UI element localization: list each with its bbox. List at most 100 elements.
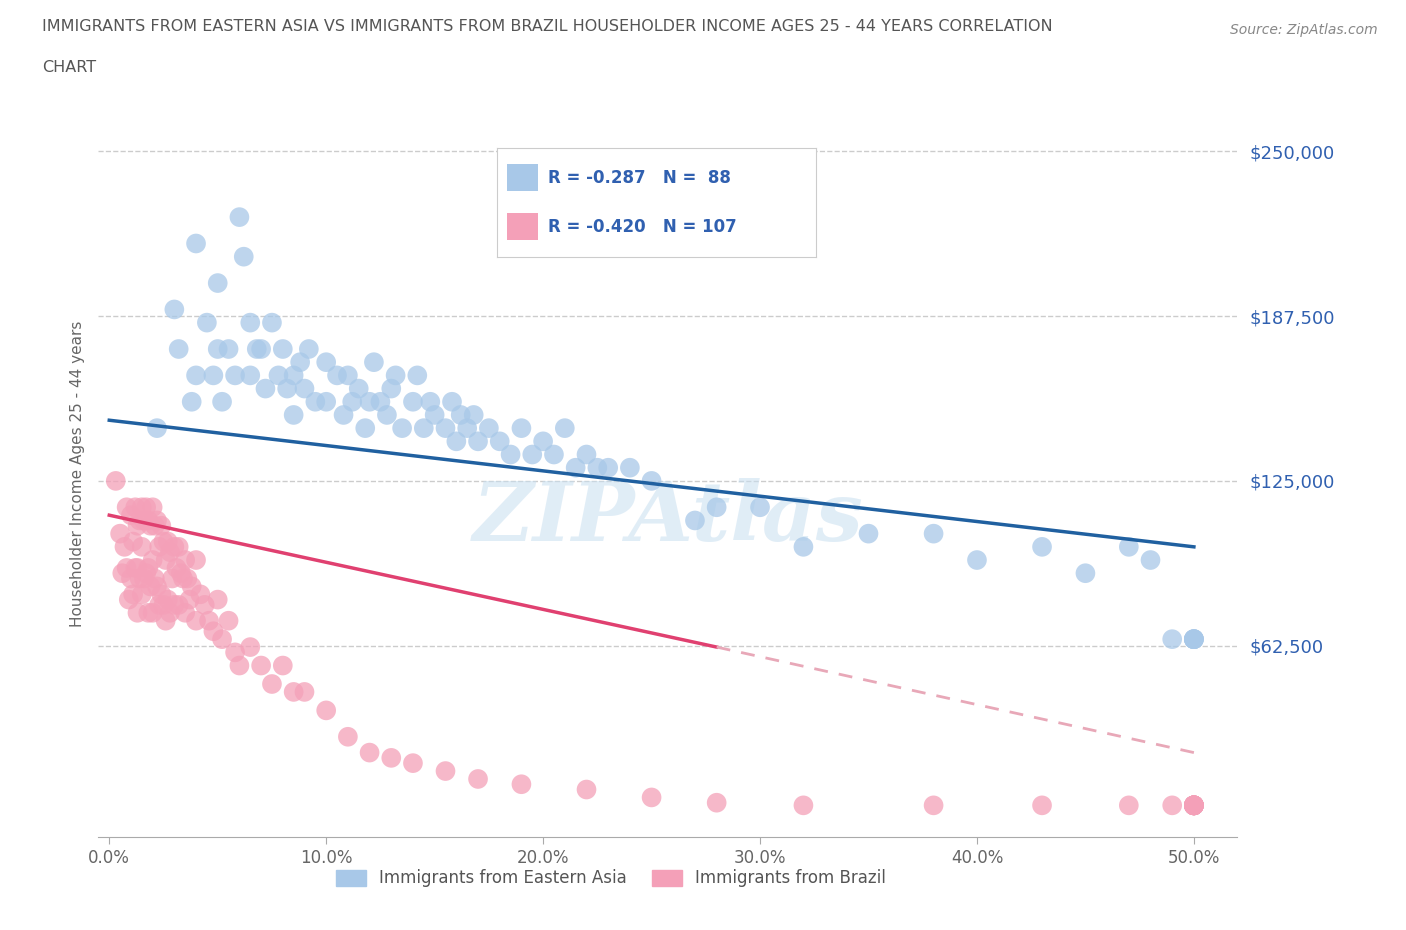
Point xyxy=(159,545,181,560)
Point xyxy=(120,508,142,523)
Point xyxy=(1182,631,1205,646)
Point xyxy=(139,518,162,533)
Point xyxy=(260,315,283,330)
Point xyxy=(104,473,127,488)
Point xyxy=(922,526,945,541)
Point xyxy=(163,302,186,317)
Point xyxy=(207,275,229,290)
Point xyxy=(1118,798,1140,813)
Point xyxy=(315,354,337,369)
Point xyxy=(326,368,349,383)
Point xyxy=(359,394,381,409)
Point xyxy=(1182,798,1205,813)
Point xyxy=(332,407,354,422)
Point xyxy=(1182,798,1205,813)
Point xyxy=(1182,798,1205,813)
Point xyxy=(146,420,169,435)
Point xyxy=(283,684,305,699)
Point xyxy=(224,368,246,383)
Point xyxy=(1182,798,1205,813)
Point xyxy=(446,434,468,449)
Point xyxy=(250,658,273,673)
Point xyxy=(488,434,510,449)
Y-axis label: Householder Income Ages 25 - 44 years: Householder Income Ages 25 - 44 years xyxy=(69,321,84,628)
Point xyxy=(315,703,337,718)
Point xyxy=(122,534,145,549)
Point xyxy=(148,597,170,612)
Point xyxy=(207,341,229,356)
Point xyxy=(148,539,170,554)
Point xyxy=(586,460,609,475)
Point xyxy=(640,473,662,488)
Point xyxy=(132,513,155,528)
Point xyxy=(207,592,229,607)
Point xyxy=(155,552,177,567)
Point xyxy=(619,460,641,475)
Point xyxy=(1182,631,1205,646)
Point xyxy=(228,658,250,673)
Point xyxy=(478,420,501,435)
Point xyxy=(271,658,294,673)
Point xyxy=(858,526,880,541)
Point xyxy=(467,772,489,787)
Point xyxy=(152,534,174,549)
Point xyxy=(195,315,218,330)
Point xyxy=(122,587,145,602)
Point xyxy=(298,341,321,356)
Point xyxy=(218,341,240,356)
Point xyxy=(163,539,186,554)
Point xyxy=(156,592,179,607)
Point xyxy=(1139,552,1161,567)
Point xyxy=(640,790,662,804)
Point xyxy=(706,795,728,810)
Point xyxy=(163,597,186,612)
Point xyxy=(347,381,370,396)
Point xyxy=(124,499,146,514)
Point xyxy=(456,420,478,435)
Point xyxy=(108,526,131,541)
Point xyxy=(180,394,202,409)
Point xyxy=(294,684,316,699)
Point xyxy=(180,579,202,594)
Point xyxy=(128,571,150,586)
Point xyxy=(184,236,207,251)
Point xyxy=(167,597,190,612)
Point xyxy=(160,571,183,586)
Point xyxy=(406,368,429,383)
Point xyxy=(1161,798,1184,813)
Point xyxy=(531,434,554,449)
Point xyxy=(176,571,198,586)
Point xyxy=(1182,798,1205,813)
Point xyxy=(1031,539,1053,554)
Point xyxy=(250,341,273,356)
Point xyxy=(142,499,165,514)
Point xyxy=(375,407,398,422)
Point xyxy=(136,605,159,620)
Point xyxy=(283,407,305,422)
Point xyxy=(246,341,269,356)
Point xyxy=(184,368,207,383)
Point xyxy=(127,518,149,533)
Point xyxy=(922,798,945,813)
Point xyxy=(1182,798,1205,813)
Point xyxy=(304,394,326,409)
Point xyxy=(271,341,294,356)
Point xyxy=(150,518,173,533)
Point xyxy=(467,434,489,449)
Point xyxy=(152,597,174,612)
Point xyxy=(150,587,173,602)
Point xyxy=(198,613,221,628)
Point xyxy=(1074,565,1097,580)
Point xyxy=(131,587,153,602)
Point xyxy=(127,561,149,576)
Point xyxy=(114,539,136,554)
Point xyxy=(143,518,166,533)
Point xyxy=(276,381,298,396)
Point xyxy=(155,613,177,628)
Point xyxy=(440,394,463,409)
Point xyxy=(218,613,240,628)
Point xyxy=(1182,798,1205,813)
Point xyxy=(336,729,359,744)
Point xyxy=(135,565,157,580)
Point xyxy=(174,605,197,620)
